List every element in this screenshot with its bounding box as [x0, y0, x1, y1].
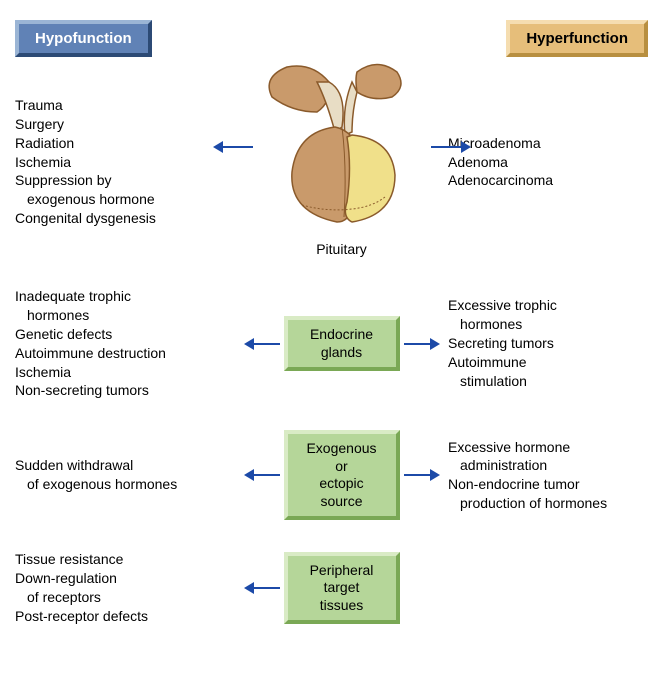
row-endocrine: Inadequate trophichormonesGenetic defect…: [15, 287, 648, 400]
peripheral-tissues-box: Peripheral target tissues: [284, 552, 400, 625]
arrow-left-icon: [252, 587, 280, 589]
peripheral-hypo-list: Tissue resistanceDown-regulationof recep…: [15, 550, 235, 626]
list-item: Ischemia: [15, 153, 235, 172]
pituitary-label: Pituitary: [316, 241, 367, 257]
box-label-line: Peripheral: [310, 562, 374, 578]
hypofunction-header: Hypofunction: [15, 20, 152, 57]
list-item: Post-receptor defects: [15, 607, 235, 626]
list-item: of exogenous hormones: [15, 475, 235, 494]
list-item: Adenocarcinoma: [448, 171, 648, 190]
endocrine-hyper-list: Excessive trophichormonesSecreting tumor…: [448, 296, 648, 390]
list-item: exogenous hormone: [15, 190, 235, 209]
list-item: Tissue resistance: [15, 550, 235, 569]
list-item: Trauma: [15, 96, 235, 115]
box-label-line: target tissues: [320, 579, 364, 613]
list-item: Excessive hormone: [448, 438, 648, 457]
list-item: Suppression by: [15, 171, 235, 190]
list-item: Surgery: [15, 115, 235, 134]
exogenous-hypo-list: Sudden withdrawalof exogenous hormones: [15, 456, 235, 494]
box-label-line: Endocrine: [310, 326, 373, 342]
box-label-line: Exogenous or: [306, 440, 376, 474]
hyperfunction-header: Hyperfunction: [506, 20, 648, 57]
list-item: Excessive trophic: [448, 296, 648, 315]
exogenous-hyper-list: Excessive hormoneadministrationNon-endoc…: [448, 438, 648, 514]
list-item: Adenoma: [448, 153, 648, 172]
list-item: Secreting tumors: [448, 334, 648, 353]
exogenous-center: Exogenous or ectopic source: [252, 430, 432, 520]
list-item: stimulation: [448, 372, 648, 391]
pituitary-hypo-list: TraumaSurgeryRadiationIschemiaSuppressio…: [15, 96, 235, 228]
list-item: Inadequate trophic: [15, 287, 235, 306]
exogenous-source-box: Exogenous or ectopic source: [284, 430, 400, 520]
arrow-right-icon: [404, 343, 432, 345]
peripheral-center: Peripheral target tissues: [252, 552, 432, 625]
endocrine-hypo-list: Inadequate trophichormonesGenetic defect…: [15, 287, 235, 400]
list-item: Ischemia: [15, 363, 235, 382]
row-peripheral: Tissue resistanceDown-regulationof recep…: [15, 550, 648, 626]
arrow-right-icon: [404, 474, 432, 476]
list-item: Non-secreting tumors: [15, 381, 235, 400]
list-item: Non-endocrine tumor: [448, 475, 648, 494]
list-item: Microadenoma: [448, 134, 648, 153]
pituitary-hyper-list: MicroadenomaAdenomaAdenocarcinoma: [448, 134, 648, 191]
endocrine-center: Endocrine glands: [252, 316, 432, 371]
pituitary-center: Pituitary: [252, 67, 432, 257]
list-item: Sudden withdrawal: [15, 456, 235, 475]
endocrine-glands-box: Endocrine glands: [284, 316, 400, 371]
list-item: administration: [448, 456, 648, 475]
list-item: Genetic defects: [15, 325, 235, 344]
box-label-line: ectopic source: [319, 475, 363, 509]
header-row: Hypofunction Hyperfunction: [15, 20, 648, 57]
list-item: hormones: [448, 315, 648, 334]
box-label-line: glands: [321, 344, 362, 360]
pituitary-illustration: [257, 57, 427, 237]
row-pituitary: TraumaSurgeryRadiationIschemiaSuppressio…: [15, 67, 648, 257]
arrow-left-icon: [252, 343, 280, 345]
arrow-left-icon: [252, 474, 280, 476]
list-item: Down-regulation: [15, 569, 235, 588]
list-item: hormones: [15, 306, 235, 325]
list-item: of receptors: [15, 588, 235, 607]
arrow-left-icon: [221, 146, 253, 148]
list-item: Autoimmune destruction: [15, 344, 235, 363]
row-exogenous: Sudden withdrawalof exogenous hormones E…: [15, 430, 648, 520]
arrow-right-icon: [431, 146, 463, 148]
list-item: production of hormones: [448, 494, 648, 513]
list-item: Radiation: [15, 134, 235, 153]
list-item: Congenital dysgenesis: [15, 209, 235, 228]
list-item: Autoimmune: [448, 353, 648, 372]
